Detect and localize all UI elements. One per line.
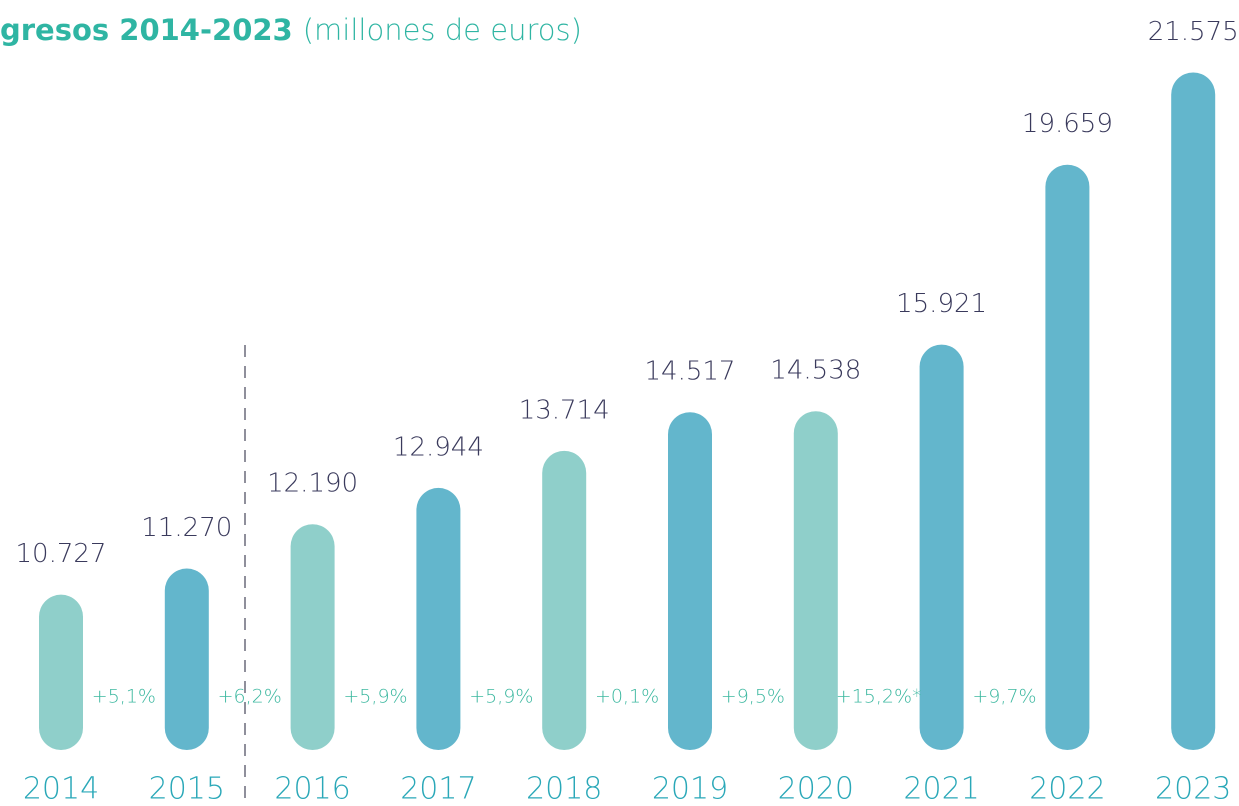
bar <box>1171 72 1216 750</box>
title: gresos 2014-2023 <box>0 13 293 47</box>
x-tick-label: 2014 <box>23 772 99 806</box>
value-label: 14.517 <box>645 357 736 387</box>
growth-label: +6,2% <box>218 686 282 708</box>
x-tick-label: 2022 <box>1029 772 1105 806</box>
value-label: 10.727 <box>16 539 107 569</box>
bar <box>39 594 83 750</box>
x-tick-label: 2015 <box>149 772 225 806</box>
value-label: 15.921 <box>896 289 987 319</box>
x-tick-label: 2016 <box>274 772 350 806</box>
value-label: 11.270 <box>141 513 232 543</box>
bar <box>416 487 461 750</box>
x-tick-label: 2023 <box>1155 772 1231 806</box>
growth-label: +15,2%* <box>836 686 922 708</box>
growth-label: +9,5% <box>721 686 785 708</box>
value-label: 12.190 <box>267 469 358 499</box>
bar <box>1045 164 1090 750</box>
bar <box>919 344 964 750</box>
x-tick-label: 2020 <box>778 772 854 806</box>
x-tick-label: 2021 <box>903 772 979 806</box>
value-label: 21.575 <box>1148 17 1239 47</box>
x-tick-label: 2018 <box>526 772 602 806</box>
value-label: 14.538 <box>770 356 861 386</box>
bar <box>164 568 209 750</box>
growth-label: +9,7% <box>972 686 1036 708</box>
growth-label: +0,1% <box>595 686 659 708</box>
subtitle: (millones de euros) <box>303 13 582 47</box>
x-tick-label: 2019 <box>652 772 728 806</box>
x-tick-label: 2017 <box>400 772 476 806</box>
growth-label: +5,9% <box>343 686 407 708</box>
value-label: 19.659 <box>1022 109 1113 139</box>
chart-title: gresos 2014-2023 (millones de euros) <box>0 13 582 47</box>
bar <box>668 412 712 750</box>
growth-label: +5,1% <box>92 686 156 708</box>
value-label: 13.714 <box>519 395 610 425</box>
bar <box>290 524 335 750</box>
value-label: 12.944 <box>393 432 484 462</box>
bar <box>542 450 587 750</box>
growth-label: +5,9% <box>469 686 533 708</box>
bar <box>793 411 838 750</box>
